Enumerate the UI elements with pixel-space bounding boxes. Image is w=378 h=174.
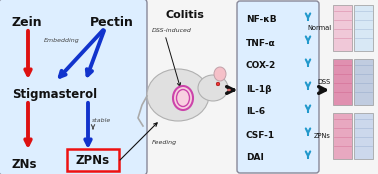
Text: Zein: Zein: [12, 16, 43, 29]
Ellipse shape: [228, 89, 231, 91]
Text: NF-κB: NF-κB: [246, 15, 277, 25]
Text: Colitis: Colitis: [166, 10, 204, 20]
Bar: [354, 113, 373, 159]
Ellipse shape: [173, 86, 193, 110]
Text: CSF-1: CSF-1: [246, 130, 275, 140]
Text: TNF-α: TNF-α: [246, 38, 276, 48]
Text: Feeding: Feeding: [152, 140, 177, 145]
Text: ZPNs: ZPNs: [314, 133, 331, 139]
Text: Pectin: Pectin: [90, 16, 134, 29]
Text: Stigmasterol: Stigmasterol: [12, 88, 97, 101]
FancyBboxPatch shape: [67, 149, 119, 171]
Text: Embedding: Embedding: [44, 38, 80, 43]
Text: IL-6: IL-6: [246, 108, 265, 117]
Text: DAI: DAI: [246, 153, 264, 163]
Text: ZPNs: ZPNs: [76, 153, 110, 167]
Text: ZNs: ZNs: [12, 158, 37, 171]
Ellipse shape: [147, 69, 209, 121]
Bar: [333, 113, 352, 159]
Text: DSS-induced: DSS-induced: [152, 28, 192, 33]
FancyBboxPatch shape: [237, 1, 319, 173]
Bar: [354, 59, 373, 105]
Ellipse shape: [214, 67, 226, 81]
FancyBboxPatch shape: [0, 0, 147, 174]
Text: COX-2: COX-2: [246, 61, 276, 70]
Bar: [354, 5, 373, 51]
Circle shape: [216, 82, 220, 86]
Text: stable: stable: [92, 118, 111, 123]
Bar: [333, 5, 352, 51]
Ellipse shape: [198, 75, 228, 101]
Text: Normal: Normal: [307, 25, 331, 31]
Bar: [333, 59, 352, 105]
Text: DSS: DSS: [318, 79, 331, 85]
Text: IL-1β: IL-1β: [246, 85, 271, 93]
